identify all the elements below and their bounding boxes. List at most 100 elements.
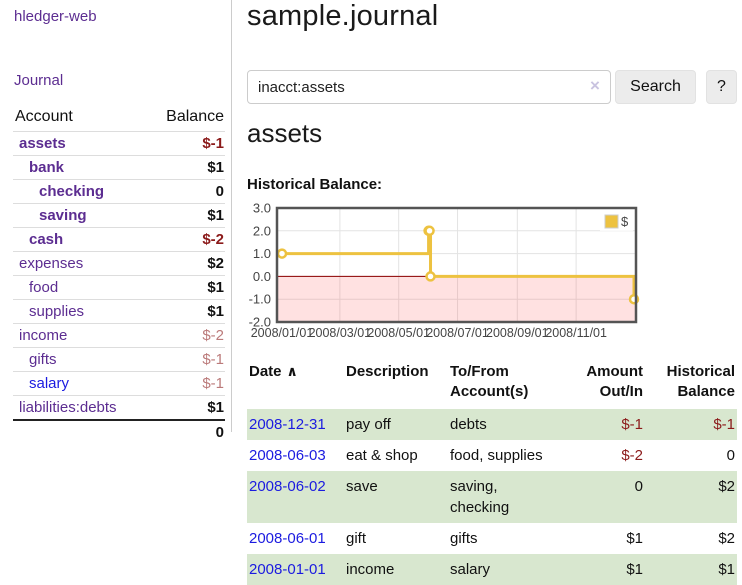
txn-date: 2008-06-01 xyxy=(247,523,344,554)
svg-text:$: $ xyxy=(621,214,629,229)
account-balance: $-1 xyxy=(146,131,225,156)
account-link-expenses[interactable]: expenses xyxy=(19,255,84,272)
svg-text:1.0: 1.0 xyxy=(253,246,271,261)
account-name-cell: cash xyxy=(13,227,147,252)
account-balance: $1 xyxy=(146,155,225,180)
account-link-salary[interactable]: salary xyxy=(29,375,70,392)
accounts-table: Account Balance assets $-1 bank $1 checking 0… xyxy=(13,104,225,444)
account-heading: assets xyxy=(247,118,323,148)
account-name-cell: supplies xyxy=(13,299,147,324)
svg-text:3.0: 3.0 xyxy=(253,203,271,216)
search-input[interactable] xyxy=(247,70,611,104)
chart-canvas: 3.0 2.0 1.0 0.0 -1.0 -2.02008/01/012008/03/01… xyxy=(249,201,640,340)
txn-accounts: gifts xyxy=(450,529,478,547)
account-link-checking[interactable]: checking xyxy=(39,183,105,200)
page-title: sample.journal xyxy=(247,0,439,32)
account-name-cell: liabilities:debts xyxy=(13,395,147,420)
transaction-row: 2008-01-01 income salary $1 $1 xyxy=(247,553,737,585)
account-row: liabilities:debts $1 xyxy=(13,395,225,420)
account-row: checking 0 xyxy=(13,179,225,204)
help-button[interactable]: ? xyxy=(706,70,737,104)
account-balance: $1 xyxy=(146,395,225,420)
sidebar-item-journal[interactable]: Journal xyxy=(14,72,64,89)
account-name-cell: salary xyxy=(13,371,147,396)
account-row: gifts $-1 xyxy=(13,347,225,372)
svg-text:2008/11/01: 2008/11/01 xyxy=(545,326,607,340)
transaction-row: 2008-06-03 eat & shop food, supplies $-2 0 xyxy=(247,440,737,471)
account-name-cell: food xyxy=(13,275,147,300)
account-balance: $-1 xyxy=(146,347,225,372)
account-balance: 0 xyxy=(146,179,225,204)
transactions-table-body: 2008-12-31 pay off debts $-1 $-1 2008-06-03 ea… xyxy=(247,408,737,585)
txn-date: 2008-06-03 xyxy=(247,440,344,471)
transaction-row: 2008-06-01 gift gifts $1 $2 xyxy=(247,523,737,554)
sort-ascending-icon: ∧ xyxy=(286,363,298,379)
txn-date: 2008-06-02 xyxy=(247,470,344,523)
header-balance: Historical Balance xyxy=(666,363,735,401)
header-amount: Amount Out/In xyxy=(586,363,643,401)
account-row: assets $-1 xyxy=(13,131,225,156)
txn-balance: $-1 xyxy=(645,408,737,440)
historical-balance-chart: 3.0 2.0 1.0 0.0 -1.0 -2.0 2008/01/01 2008/03/01… xyxy=(247,201,739,343)
svg-text:2.0: 2.0 xyxy=(253,223,271,238)
account-row: expenses $2 xyxy=(13,251,225,276)
account-row: saving $1 xyxy=(13,203,225,228)
txn-date-link[interactable]: 2008-06-02 xyxy=(249,477,326,495)
svg-text:2008/09/01: 2008/09/01 xyxy=(486,326,549,340)
account-name-cell: assets xyxy=(13,131,147,156)
txn-accounts: saving, checking xyxy=(448,470,573,523)
account-link-food[interactable]: food xyxy=(29,279,59,296)
account-link-gifts[interactable]: gifts xyxy=(29,351,57,368)
txn-amount: $-2 xyxy=(621,446,643,464)
txn-date-link[interactable]: 2008-06-03 xyxy=(249,446,326,464)
txn-date-link[interactable]: 2008-01-01 xyxy=(249,560,326,578)
svg-text:2008/07/01: 2008/07/01 xyxy=(426,326,489,340)
txn-description: income xyxy=(344,553,448,585)
account-balance: $-1 xyxy=(146,371,225,396)
accounts-total-spacer xyxy=(13,419,147,444)
accounts-header-row: Account Balance xyxy=(13,104,225,132)
account-name-cell: bank xyxy=(13,155,147,180)
account-balance: $1 xyxy=(146,299,225,324)
header-accounts: To/From Account(s) xyxy=(450,363,529,401)
account-row: income $-2 xyxy=(13,323,225,348)
account-link-cash[interactable]: cash xyxy=(29,231,64,248)
app-brand-link[interactable]: hledger-web xyxy=(14,8,97,25)
transaction-row: 2008-12-31 pay off debts $-1 $-1 xyxy=(247,408,737,440)
account-name-cell: gifts xyxy=(13,347,147,372)
account-row: salary $-1 xyxy=(13,371,225,396)
txn-balance: 0 xyxy=(726,446,735,464)
txn-accounts: salary xyxy=(448,553,573,585)
account-link-liabilities-debts[interactable]: liabilities:debts xyxy=(19,399,117,416)
account-name-cell: expenses xyxy=(13,251,147,276)
txn-amount: $-1 xyxy=(573,408,645,440)
txn-date-link[interactable]: 2008-12-31 xyxy=(249,415,326,433)
transactions-header-row: Date ∧ Description To/From Account(s) Amo… xyxy=(247,358,737,409)
account-row: food $1 xyxy=(13,275,225,300)
account-name-cell: saving xyxy=(13,203,147,228)
accounts-header-balance: Balance xyxy=(166,108,224,125)
clear-search-icon[interactable]: × xyxy=(590,76,600,95)
accounts-total-balance: 0 xyxy=(146,419,225,444)
account-link-supplies[interactable]: supplies xyxy=(29,303,85,320)
txn-description: save xyxy=(344,470,448,523)
svg-text:-2.0: -2.0 xyxy=(249,315,271,330)
account-name-cell: income xyxy=(13,323,147,348)
account-balance: $-2 xyxy=(146,323,225,348)
transaction-row: 2008-06-02 save saving, checking 0 $2 xyxy=(247,470,737,523)
account-link-assets[interactable]: assets xyxy=(19,135,66,152)
account-balance: $2 xyxy=(146,251,225,276)
account-link-bank[interactable]: bank xyxy=(29,159,65,176)
account-balance: $-2 xyxy=(146,227,225,252)
svg-text:2008/01/01: 2008/01/01 xyxy=(251,326,314,340)
header-date[interactable]: Date ∧ xyxy=(249,363,298,380)
search-button[interactable]: Search xyxy=(615,70,696,104)
txn-accounts: food, supplies xyxy=(450,446,543,464)
txn-balance: $2 xyxy=(645,470,737,523)
account-name-cell: checking xyxy=(13,179,147,204)
account-link-saving[interactable]: saving xyxy=(39,207,87,224)
accounts-header-account: Account xyxy=(15,108,73,125)
txn-date-link[interactable]: 2008-06-01 xyxy=(249,529,326,547)
txn-amount: $1 xyxy=(626,529,643,547)
account-link-income[interactable]: income xyxy=(19,327,68,344)
